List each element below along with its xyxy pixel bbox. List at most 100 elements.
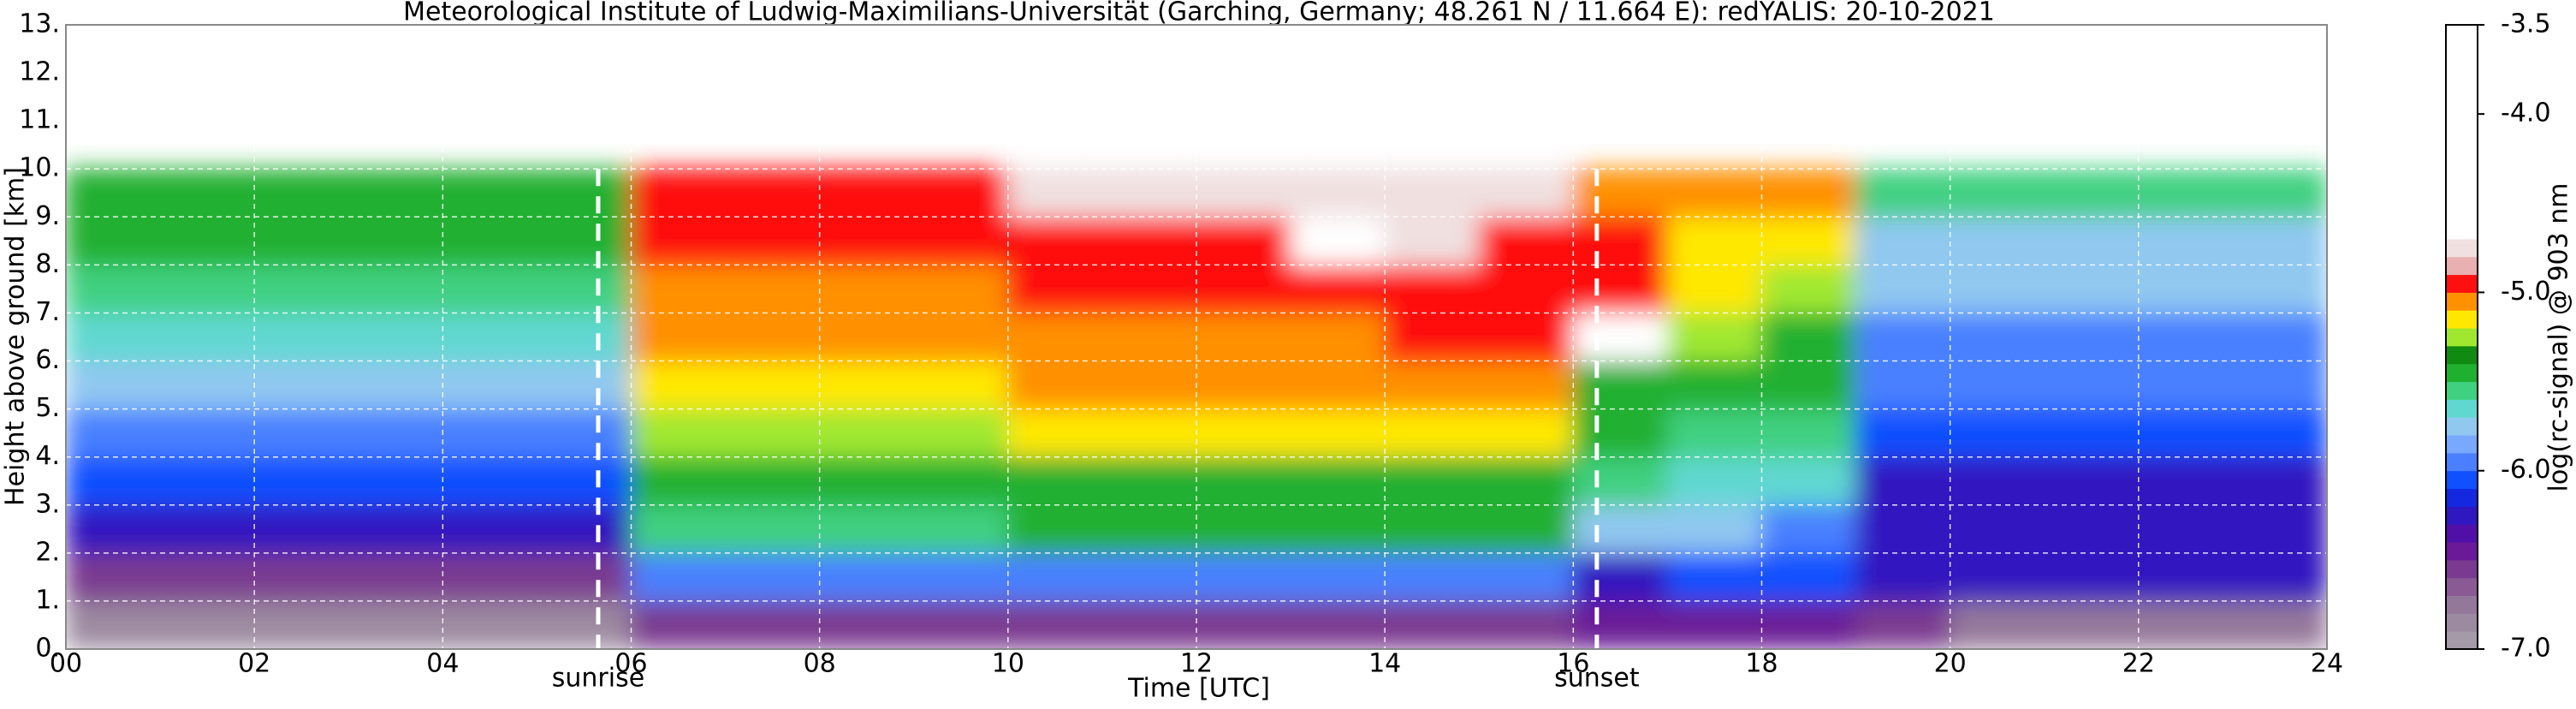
heatmap-cell: [536, 504, 632, 554]
heatmap-cell: [1666, 216, 1762, 265]
heatmap-cell: [1572, 264, 1668, 313]
heatmap-cell: [1572, 168, 1668, 217]
heatmap-cell: [2138, 600, 2234, 649]
heatmap-cell: [2044, 168, 2140, 217]
heatmap-cell: [1478, 168, 1574, 217]
colorbar-band: [2446, 203, 2478, 222]
heatmap-cell: [725, 168, 821, 217]
heatmap-cell: [1101, 600, 1197, 649]
heatmap-cell: [1478, 216, 1574, 265]
x-tick-label: 12: [1180, 649, 1213, 679]
chart-title: Meteorological Institute of Ludwig-Maxim…: [403, 0, 1995, 27]
heatmap-cell: [2044, 312, 2140, 362]
heatmap-cell: [1478, 600, 1574, 649]
heatmap-cell: [1950, 168, 2045, 217]
heatmap-cell: [536, 312, 632, 362]
colorbar-band: [2446, 78, 2478, 97]
heatmap-cell: [253, 456, 349, 506]
heatmap-cell: [1384, 312, 1480, 362]
heatmap-cell: [1007, 504, 1103, 554]
heatmap-cell: [819, 312, 915, 362]
heatmap-cell: [631, 216, 727, 265]
heatmap-cell: [2044, 408, 2140, 458]
heatmap-cell: [913, 360, 1009, 410]
colorbar-band: [2446, 256, 2478, 276]
colorbar-band: [2446, 185, 2478, 204]
colorbar-band: [2446, 25, 2478, 44]
x-tick-label: 24: [2311, 649, 2343, 679]
heatmap-cell: [159, 456, 255, 506]
heatmap-cell: [1196, 360, 1291, 410]
heatmap-cell: [2138, 504, 2234, 554]
heatmap-cell: [1007, 216, 1103, 265]
heatmap-cell: [913, 552, 1009, 602]
heatmap-cell: [1101, 552, 1197, 602]
heatmap-cell: [819, 504, 915, 554]
heatmap-cell: [253, 408, 349, 458]
heatmap-cell: [725, 408, 821, 458]
heatmap-cell: [913, 600, 1009, 649]
heatmap-cell: [1666, 552, 1762, 602]
heatmap-cell: [1855, 552, 1951, 602]
y-tick-label: 7.: [35, 297, 60, 327]
heatmap-cell: [2232, 360, 2327, 410]
plot-frame: [65, 24, 2328, 650]
heatmap-cell: [1855, 360, 1951, 410]
heatmap-cell: [2232, 504, 2327, 554]
x-tick-label: 00: [50, 649, 82, 679]
heatmap-cell: [819, 168, 915, 217]
heatmap-cell: [631, 360, 727, 410]
heatmap-cell: [1290, 504, 1386, 554]
heatmap-cell: [1007, 600, 1103, 649]
y-tick-label: 13.: [19, 9, 60, 39]
heatmap-cell: [442, 360, 537, 410]
heatmap-cell: [2138, 312, 2234, 362]
heatmap-cell: [1101, 264, 1197, 313]
heatmap-cell: [1007, 360, 1103, 410]
heatmap-cell: [1666, 408, 1762, 458]
heatmap-cell: [66, 504, 161, 554]
heatmap-cell: [1196, 168, 1291, 217]
x-tick-label: 22: [2122, 649, 2155, 679]
heatmap-cell: [66, 360, 161, 410]
heatmap-cell: [1572, 456, 1668, 506]
heatmap-cell: [2138, 216, 2234, 265]
heatmap-cell: [1666, 456, 1762, 506]
heatmap-cell: [1761, 216, 1857, 265]
heatmap-cell: [1855, 312, 1951, 362]
heatmap-cell: [1572, 408, 1668, 458]
colorbar-band: [2446, 399, 2478, 418]
heatmap-cell: [1196, 264, 1291, 313]
heatmap-cell: [631, 600, 727, 649]
heatmap-cell: [725, 552, 821, 602]
heatmap-cell: [2232, 216, 2327, 265]
heatmap-cell: [631, 552, 727, 602]
colorbar-band: [2446, 221, 2478, 240]
heatmap-cell: [1196, 600, 1291, 649]
heatmap-cell: [1007, 408, 1103, 458]
heatmap-cell: [631, 408, 727, 458]
heatmap-cell: [2044, 456, 2140, 506]
y-tick-label: 4.: [35, 441, 60, 471]
heatmap-cell: [2232, 600, 2327, 649]
heatmap: [66, 168, 2327, 649]
y-tick-label: 5.: [35, 393, 60, 423]
y-tick-label: 6.: [35, 345, 60, 375]
heatmap-cell: [1761, 552, 1857, 602]
heatmap-cell: [1950, 408, 2045, 458]
heatmap-cell: [1855, 216, 1951, 265]
heatmap-cell: [2044, 600, 2140, 649]
heatmap-cell: [1666, 504, 1762, 554]
heatmap-cell: [253, 312, 349, 362]
colorbar-tick-label: -6.0: [2501, 455, 2551, 485]
colorbar-tick-label: -3.5: [2501, 9, 2551, 39]
heatmap-cell: [2138, 552, 2234, 602]
heatmap-cell: [159, 360, 255, 410]
heatmap-cell: [725, 600, 821, 649]
x-tick-label: 14: [1368, 649, 1401, 679]
heatmap-cell: [1761, 600, 1857, 649]
heatmap-cell: [2138, 360, 2234, 410]
heatmap-cell: [347, 456, 443, 506]
heatmap-cell: [1950, 456, 2045, 506]
